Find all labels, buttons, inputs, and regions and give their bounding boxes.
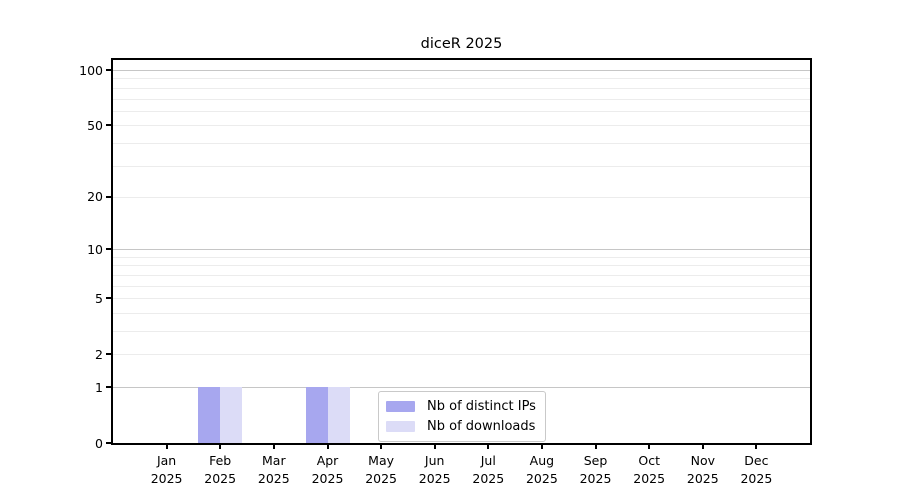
x-tick-mark (594, 443, 597, 449)
minor-gridline (113, 87, 810, 89)
gridlines-layer (113, 60, 810, 443)
x-tick-label: Oct 2025 (633, 453, 666, 486)
major-gridline (113, 70, 810, 71)
legend-label-distinct-ips: Nb of distinct IPs (427, 399, 536, 414)
x-tick-mark (540, 443, 543, 449)
bar (220, 387, 243, 443)
x-tick-label: Nov 2025 (686, 453, 719, 486)
bar (198, 387, 221, 443)
legend-item-distinct-ips: Nb of distinct IPs (386, 398, 536, 415)
bar (305, 387, 328, 443)
y-tick-mark (106, 124, 112, 127)
minor-gridline (113, 78, 810, 80)
minor-gridline (113, 354, 810, 356)
minor-gridline (113, 312, 810, 314)
minor-gridline (113, 256, 810, 258)
x-tick-label: Jun 2025 (418, 453, 451, 486)
y-tick-mark (106, 248, 112, 251)
y-tick-label: 2 (95, 346, 103, 362)
y-tick-label: 100 (79, 62, 103, 78)
legend-item-downloads: Nb of downloads (386, 418, 536, 435)
x-tick-label: Jul 2025 (472, 453, 505, 486)
minor-gridline (113, 274, 810, 276)
y-tick-mark (106, 353, 112, 356)
y-tick-label: 1 (95, 379, 103, 395)
x-tick-label: Sep 2025 (579, 453, 612, 486)
minor-gridline (113, 285, 810, 287)
minor-gridline (113, 110, 810, 112)
x-tick-mark (219, 443, 222, 449)
y-tick-label: 0 (95, 435, 103, 451)
bar (327, 387, 350, 443)
y-tick-label: 20 (87, 189, 103, 205)
minor-gridline (113, 298, 810, 300)
x-tick-label: Feb 2025 (204, 453, 237, 486)
x-tick-mark (165, 443, 168, 449)
x-tick-mark (433, 443, 436, 449)
minor-gridline (113, 98, 810, 100)
x-tick-label: Dec 2025 (740, 453, 773, 486)
x-tick-label: May 2025 (365, 453, 397, 486)
x-tick-label: Aug 2025 (525, 453, 558, 486)
y-tick-mark (106, 442, 112, 444)
x-tick-mark (272, 443, 275, 449)
x-tick-label: Apr 2025 (311, 453, 344, 486)
x-tick-mark (326, 443, 329, 449)
minor-gridline (113, 265, 810, 267)
y-tick-label: 50 (87, 117, 103, 133)
legend-label-downloads: Nb of downloads (427, 419, 536, 434)
minor-gridline (113, 142, 810, 144)
bars-layer (113, 60, 810, 443)
y-tick-mark (106, 386, 112, 388)
x-tick-mark (380, 443, 383, 449)
minor-gridline (113, 125, 810, 127)
y-tick-label: 5 (95, 290, 103, 306)
legend: Nb of distinct IPs Nb of downloads (378, 391, 546, 442)
y-tick-mark (106, 297, 112, 300)
chart-title: diceR 2025 (420, 36, 503, 52)
minor-gridline (113, 331, 810, 332)
minor-gridline (113, 196, 810, 198)
x-tick-mark (755, 443, 758, 449)
x-tick-mark (648, 443, 651, 449)
x-tick-label: Jan 2025 (150, 453, 183, 486)
x-tick-label: Mar 2025 (257, 453, 290, 486)
x-tick-mark (701, 443, 704, 449)
legend-swatch-distinct-ips (386, 401, 415, 412)
y-tick-mark (106, 69, 112, 71)
legend-swatch-downloads (386, 421, 415, 432)
x-tick-mark (487, 443, 490, 449)
minor-gridline (113, 165, 810, 167)
y-tick-mark (106, 195, 112, 198)
plot-area: Nb of distinct IPs Nb of downloads (111, 58, 812, 445)
major-gridline (113, 387, 810, 388)
y-tick-label: 10 (87, 241, 103, 257)
major-gridline (113, 249, 810, 251)
